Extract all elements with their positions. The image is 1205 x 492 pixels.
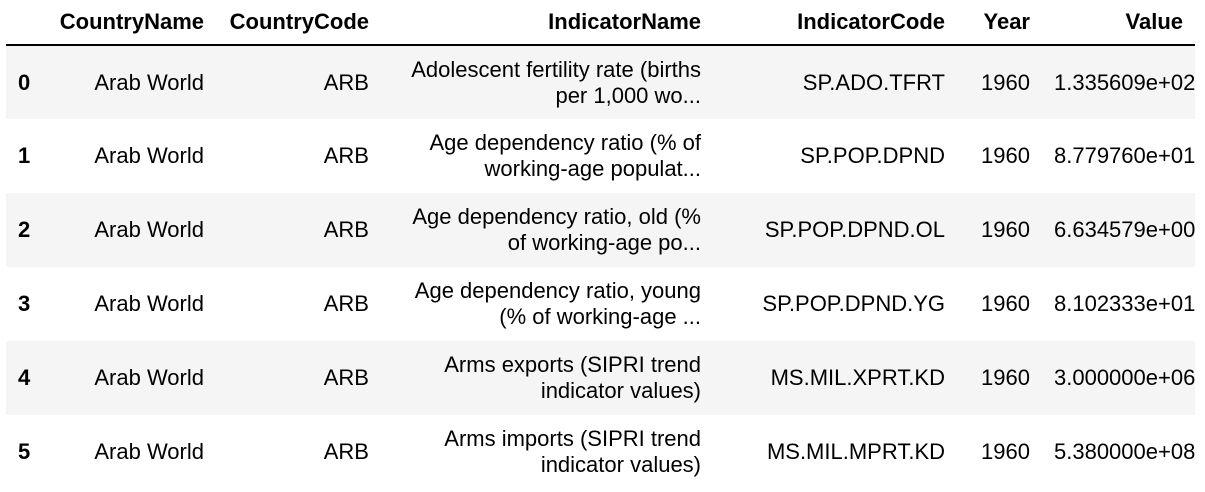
column-header-value: Value xyxy=(1042,0,1195,46)
table-header: CountryName CountryCode IndicatorName In… xyxy=(6,0,1195,46)
cell-countrycode: ARB xyxy=(323,439,369,464)
row-index: 0 xyxy=(18,69,31,95)
cell-indicatorcode: MS.MIL.XPRT.KD xyxy=(770,365,945,390)
cell-indicatorcode: SP.POP.DPND xyxy=(800,143,945,168)
table-body: 0 Arab World ARB Adolescent fertility ra… xyxy=(6,45,1195,489)
cell-year: 1960 xyxy=(981,69,1030,95)
column-header-year: Year xyxy=(957,0,1042,46)
row-index: 1 xyxy=(18,143,31,168)
column-header-countrycode: CountryCode xyxy=(216,0,381,46)
cell-indicatorcode: MS.MIL.MPRT.KD xyxy=(766,439,945,464)
cell-countrycode: ARB xyxy=(323,291,369,316)
row-index: 5 xyxy=(18,439,31,464)
cell-indicatorcode: SP.POP.DPND.OL xyxy=(764,217,945,242)
cell-countryname: Arab World xyxy=(94,69,204,95)
row-index: 4 xyxy=(18,365,31,390)
cell-countrycode: ARB xyxy=(323,69,369,95)
row-index: 2 xyxy=(18,217,31,242)
cell-indicatorname: Arms imports (SIPRI trend indicator valu… xyxy=(444,426,701,477)
row-index: 3 xyxy=(18,291,31,316)
cell-year: 1960 xyxy=(981,143,1030,168)
index-header xyxy=(6,0,46,46)
cell-year: 1960 xyxy=(981,217,1030,242)
cell-countrycode: ARB xyxy=(323,365,369,390)
cell-value: 5.380000e+08 xyxy=(1054,439,1196,464)
cell-indicatorcode: SP.POP.DPND.YG xyxy=(762,291,945,316)
cell-value: 6.634579e+00 xyxy=(1054,217,1196,242)
table-row: 0 Arab World ARB Adolescent fertility ra… xyxy=(6,45,1195,119)
table-row: 2 Arab World ARB Age dependency ratio, o… xyxy=(6,193,1195,267)
table-row: 5 Arab World ARB Arms imports (SIPRI tre… xyxy=(6,415,1195,489)
cell-year: 1960 xyxy=(981,291,1030,316)
cell-indicatorname: Arms exports (SIPRI trend indicator valu… xyxy=(444,352,701,403)
cell-value: 1.335609e+02 xyxy=(1054,69,1196,95)
table-row: 1 Arab World ARB Age dependency ratio (%… xyxy=(6,119,1195,193)
cell-countryname: Arab World xyxy=(94,439,204,464)
cell-value: 3.000000e+06 xyxy=(1054,365,1196,390)
cell-countryname: Arab World xyxy=(94,291,204,316)
cell-indicatorname: Age dependency ratio (% of working-age p… xyxy=(429,130,701,181)
cell-countryname: Arab World xyxy=(94,365,204,390)
cell-countrycode: ARB xyxy=(323,143,369,168)
header-row: CountryName CountryCode IndicatorName In… xyxy=(6,0,1195,46)
column-header-indicatorname: IndicatorName xyxy=(381,0,713,46)
table-row: 3 Arab World ARB Age dependency ratio, y… xyxy=(6,267,1195,341)
cell-year: 1960 xyxy=(981,365,1030,390)
cell-indicatorcode: SP.ADO.TFRT xyxy=(802,69,945,95)
cell-year: 1960 xyxy=(981,439,1030,464)
cell-countryname: Arab World xyxy=(94,143,204,168)
cell-indicatorname: Age dependency ratio, young (% of workin… xyxy=(414,278,701,329)
cell-indicatorname: Age dependency ratio, old (% of working-… xyxy=(412,204,701,255)
cell-indicatorname: Adolescent fertility rate (births per 1,… xyxy=(411,56,701,108)
dataframe-table: CountryName CountryCode IndicatorName In… xyxy=(6,0,1195,489)
column-header-countryname: CountryName xyxy=(46,0,216,46)
column-header-indicatorcode: IndicatorCode xyxy=(713,0,957,46)
table-row: 4 Arab World ARB Arms exports (SIPRI tre… xyxy=(6,341,1195,415)
cell-value: 8.102333e+01 xyxy=(1054,291,1196,316)
cell-countrycode: ARB xyxy=(323,217,369,242)
cell-value: 8.779760e+01 xyxy=(1054,143,1196,168)
cell-countryname: Arab World xyxy=(94,217,204,242)
